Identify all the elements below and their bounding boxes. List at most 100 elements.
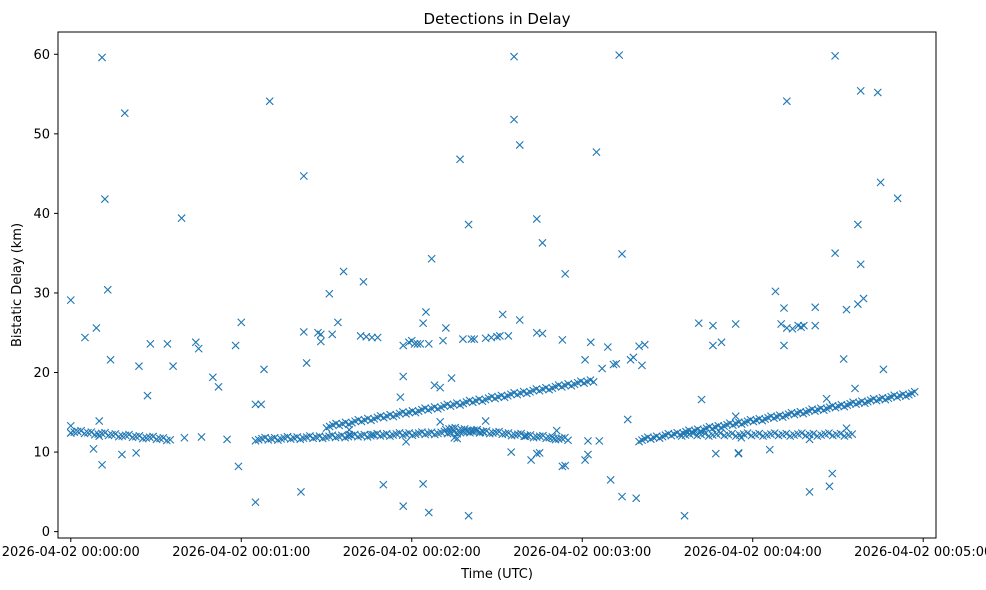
data-point [265, 97, 274, 106]
data-point [515, 316, 524, 324]
data-point [809, 429, 818, 438]
x-axis-label: Time (UTC) [460, 567, 533, 582]
data-point [551, 435, 560, 444]
data-point [402, 437, 411, 446]
data-point [592, 148, 601, 157]
chart-title: Detections in Delay [424, 10, 571, 28]
data-point [410, 339, 419, 348]
data-point [223, 435, 232, 444]
data-point [448, 424, 457, 433]
y-tick-label: 10 [33, 446, 50, 461]
data-point [464, 511, 473, 520]
data-point [177, 214, 186, 223]
data-point [697, 395, 706, 404]
data-point [689, 429, 698, 438]
data-point [811, 321, 820, 330]
x-axis-ticks: 2026-04-02 00:00:00 2026-04-02 00:01:00 20… [2, 538, 986, 560]
data-point [457, 425, 466, 434]
data-point [325, 289, 334, 298]
data-point [421, 308, 430, 317]
y-tick-label: 0 [42, 525, 50, 540]
data-point [316, 337, 325, 346]
data-point [463, 427, 472, 436]
data-point [734, 449, 743, 458]
data-point [731, 412, 740, 421]
data-point [603, 343, 612, 352]
data-point [557, 434, 566, 443]
data-point [493, 332, 501, 341]
data-point [251, 498, 260, 507]
data-point [640, 340, 649, 349]
data-point [856, 86, 865, 95]
data-point [581, 355, 590, 364]
data-point [788, 324, 797, 333]
data-point [554, 434, 563, 443]
data-point [510, 52, 519, 61]
data-point [257, 400, 266, 409]
data-point [419, 479, 428, 488]
data-point [799, 321, 808, 330]
data-point [797, 429, 806, 438]
data-point [166, 435, 175, 444]
data-point [120, 109, 129, 118]
data-point [180, 433, 189, 442]
data-point [581, 456, 590, 465]
data-point [694, 319, 703, 328]
data-point [856, 260, 865, 269]
data-point [134, 362, 143, 371]
data-point [583, 450, 592, 459]
data-point [623, 415, 632, 424]
data-point [439, 336, 448, 345]
data-point [447, 374, 456, 383]
data-point [711, 449, 720, 458]
data-point [436, 417, 445, 426]
data-point [470, 335, 479, 344]
data-point [367, 333, 376, 342]
data-point [66, 296, 75, 305]
data-point [558, 462, 567, 471]
data-point [532, 214, 541, 223]
data-point [98, 53, 107, 62]
data-point [635, 342, 644, 351]
data-point [842, 305, 851, 314]
data-point [586, 338, 595, 347]
data-point [825, 482, 834, 491]
y-tick-label: 30 [33, 286, 50, 301]
data-point [510, 430, 519, 439]
data-point [879, 365, 888, 374]
data-point [498, 430, 507, 439]
data-point [507, 448, 516, 457]
data-point [466, 426, 475, 435]
data-point [106, 355, 115, 364]
data-point [146, 339, 155, 348]
data-point [208, 373, 217, 382]
data-point [194, 344, 203, 353]
data-point [81, 333, 89, 342]
data-point [606, 475, 615, 484]
data-point [441, 323, 450, 332]
data-point [359, 277, 368, 286]
data-point [859, 294, 868, 303]
data-point [811, 303, 820, 312]
data-point [143, 391, 152, 400]
data-point [532, 449, 541, 458]
data-point [558, 335, 567, 344]
y-tick-label: 40 [33, 207, 50, 222]
data-point [535, 448, 544, 457]
data-point [598, 364, 607, 373]
data-point [436, 383, 445, 392]
data-point [237, 318, 246, 327]
data-point [92, 323, 101, 332]
data-point [734, 448, 743, 457]
data-point [316, 330, 325, 339]
data-point [95, 417, 104, 426]
data-point [214, 382, 223, 391]
y-tick-label: 50 [33, 127, 50, 142]
data-point [836, 429, 845, 438]
data-point [191, 338, 200, 347]
x-tick-label: 2026-04-02 00:03:00 [513, 545, 651, 560]
data-point [169, 362, 178, 371]
x-tick-label: 2026-04-02 00:00:00 [2, 545, 140, 560]
